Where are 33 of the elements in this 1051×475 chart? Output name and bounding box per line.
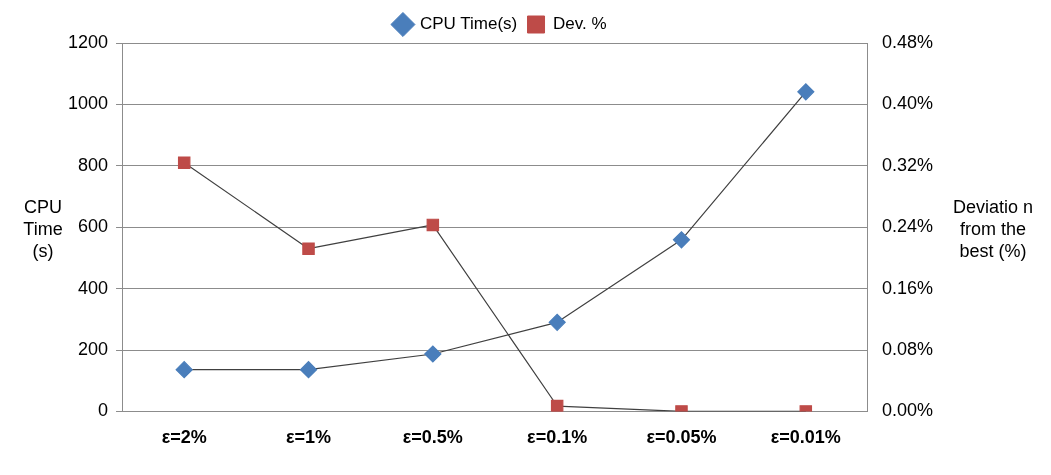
point [424, 345, 442, 363]
y2-axis-title: Deviatio n from the best (%) [951, 196, 1034, 262]
point [426, 218, 440, 232]
x-tick-label: ε=0.01% [770, 427, 841, 448]
y-tick-label: 1000 [68, 93, 109, 114]
point [672, 231, 691, 249]
point [299, 361, 318, 379]
y-tick-label: 400 [78, 277, 109, 298]
point [797, 83, 815, 101]
point [177, 156, 191, 169]
point [548, 313, 566, 331]
y-tick-label: 800 [78, 154, 109, 175]
legend-label: Dev. % [553, 14, 607, 34]
y-tick-label: 200 [78, 338, 109, 359]
legend-label: CPU Time(s) [419, 14, 518, 34]
x-tick-label: ε=2% [161, 427, 207, 448]
y-tick-label: 1200 [68, 31, 109, 52]
y2-tick-label: 0.16% [881, 277, 934, 298]
point [302, 242, 315, 255]
x-tick-label: ε=0.1% [527, 427, 588, 448]
x-tick-label: ε=0.5% [402, 427, 463, 448]
y2-tick-label: 0.08% [881, 338, 934, 359]
y2-tick-label: 0.40% [881, 93, 934, 114]
y-tick-label: 600 [78, 216, 109, 237]
point [175, 361, 193, 379]
y2-tick-label: 0.00% [881, 400, 934, 421]
y2-tick-label: 0.24% [881, 216, 934, 237]
x-tick-label: ε=0.05% [646, 427, 717, 448]
y2-tick-label: 0.48% [881, 31, 934, 52]
y2-tick-label: 0.32% [881, 154, 934, 175]
x-tick-label: ε=1% [285, 427, 332, 448]
y-axis-title: CPU Time (s) [22, 196, 64, 262]
y-tick-label: 0 [98, 400, 109, 421]
